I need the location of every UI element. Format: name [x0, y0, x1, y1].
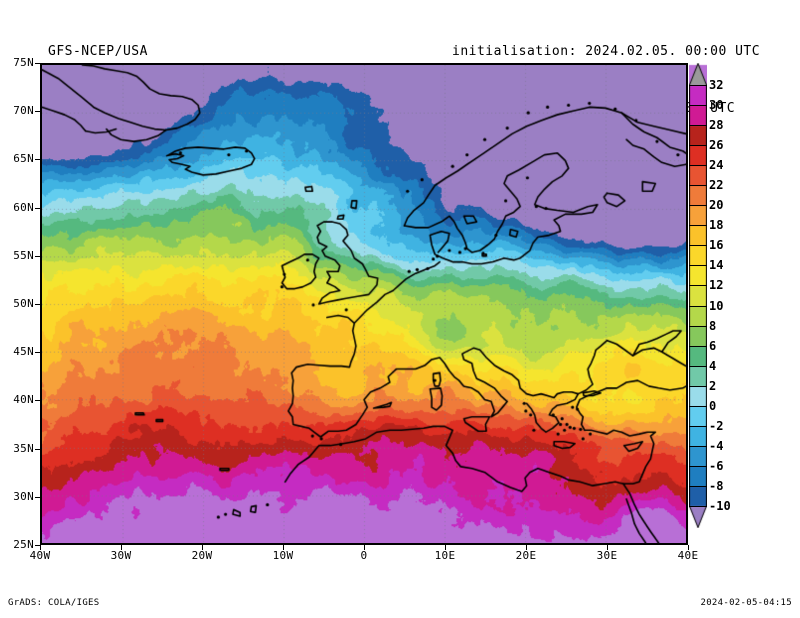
colorbar-tick-label: 0	[709, 398, 717, 413]
colorbar-tick-label: 16	[709, 238, 724, 253]
x-axis-tick-label: 10E	[434, 549, 456, 562]
colorbar-tick-label: 30	[709, 98, 724, 113]
x-axis-tick-mark	[283, 545, 284, 550]
colorbar-tick-label: 4	[709, 358, 717, 373]
x-axis-tick-mark	[526, 545, 527, 550]
x-axis-tick-label: 30E	[596, 549, 618, 562]
y-axis-tick-label: 55N	[13, 248, 34, 262]
y-axis-tick-label: 35N	[13, 441, 34, 455]
initialisation-time: initialisation: 2024.02.05. 00:00 UTC	[452, 44, 761, 59]
y-axis-tick-label: 25N	[13, 538, 34, 551]
colorbar-tick-mark	[689, 365, 707, 367]
y-axis-tick-mark	[35, 63, 40, 64]
x-axis-tick-mark	[607, 545, 608, 550]
y-axis-tick-label: 70N	[13, 104, 34, 118]
colorbar-tick-mark	[689, 85, 707, 86]
colorbar-tick-mark	[689, 345, 707, 347]
x-axis-tick-mark	[40, 545, 41, 550]
map-plot-area	[40, 63, 688, 545]
temperature-map-canvas	[42, 65, 686, 543]
x-axis-tick-label: 10W	[272, 549, 294, 562]
model-title: GFS-NCEP/USA	[48, 44, 148, 59]
y-axis-tick-mark	[35, 207, 40, 209]
y-axis-tick-label: 60N	[13, 200, 34, 214]
colorbar-tick-mark	[689, 105, 707, 107]
y-axis-tick-label: 40N	[13, 393, 34, 407]
y-axis-tick-mark	[35, 159, 40, 161]
colorbar-tick-mark	[689, 245, 707, 247]
colorbar-tick-label: -10	[709, 499, 731, 513]
colorbar-tick-mark	[689, 165, 707, 167]
y-axis-tick-mark	[35, 111, 40, 113]
x-axis-tick-label: 20E	[515, 549, 537, 562]
y-axis-tick-mark	[35, 352, 40, 354]
colorbar-tick-label: -2	[709, 418, 724, 433]
colorbar-tick-mark	[689, 125, 707, 127]
colorbar-tick-mark	[689, 485, 707, 487]
colorbar-tick-label: 10	[709, 298, 724, 313]
colorbar-tick-label: -6	[709, 458, 724, 473]
colorbar-tick-label: 20	[709, 198, 724, 213]
colorbar-tick-mark	[689, 405, 707, 407]
colorbar-tick-label: -8	[709, 478, 724, 493]
y-axis-tick-mark	[35, 448, 40, 450]
x-axis-tick-mark	[364, 545, 365, 550]
colorbar-tick-label: 2	[709, 378, 717, 393]
colorbar-tick-mark	[689, 285, 707, 287]
footer-timestamp: 2024-02-05-04:15	[700, 598, 792, 608]
colorbar-tick-label: 8	[709, 318, 717, 333]
x-axis-tick-mark	[688, 545, 689, 550]
colorbar-tick-mark	[689, 205, 707, 207]
x-axis-tick-label: 20W	[191, 549, 213, 562]
colorbar-canvas	[689, 63, 707, 528]
colorbar-tick-label: 28	[709, 118, 724, 133]
y-axis-tick-label: 50N	[13, 297, 34, 310]
y-axis-tick-label: 30N	[13, 489, 34, 503]
y-axis-tick-label: 45N	[13, 345, 34, 359]
x-axis-tick-mark	[202, 545, 203, 550]
y-axis-tick-label: 75N	[13, 56, 34, 69]
x-axis-tick-mark	[121, 545, 122, 550]
colorbar-tick-mark	[689, 225, 707, 227]
colorbar-tick-mark	[689, 506, 707, 507]
temperature-colorbar	[689, 63, 707, 528]
x-axis-tick-label: 0	[360, 549, 368, 562]
colorbar-tick-mark	[689, 305, 707, 307]
colorbar-tick-label: 24	[709, 158, 724, 173]
colorbar-tick-mark	[689, 385, 707, 387]
y-axis-tick-mark	[35, 545, 40, 546]
colorbar-tick-mark	[689, 185, 707, 187]
colorbar-tick-label: 26	[709, 138, 724, 153]
colorbar-tick-mark	[689, 445, 707, 447]
colorbar-tick-mark	[689, 145, 707, 147]
colorbar-tick-label: 6	[709, 338, 717, 353]
colorbar-tick-label: 32	[709, 78, 724, 92]
colorbar-tick-label: -4	[709, 438, 724, 453]
y-axis-tick-mark	[35, 255, 40, 257]
colorbar-tick-mark	[689, 325, 707, 327]
y-axis-tick-mark	[35, 400, 40, 402]
footer-software-credit: GrADS: COLA/IGES	[8, 598, 100, 608]
colorbar-tick-mark	[689, 265, 707, 267]
y-axis-tick-mark	[35, 304, 40, 305]
colorbar-tick-mark	[689, 425, 707, 427]
colorbar-tick-mark	[689, 465, 707, 467]
x-axis-tick-label: 40E	[677, 549, 699, 562]
y-axis-tick-label: 65N	[13, 152, 34, 166]
y-axis-tick-mark	[35, 496, 40, 498]
colorbar-tick-label: 12	[709, 278, 724, 293]
x-axis-tick-label: 40W	[29, 549, 51, 562]
colorbar-tick-label: 14	[709, 258, 724, 273]
colorbar-tick-label: 18	[709, 218, 724, 233]
colorbar-tick-label: 22	[709, 178, 724, 193]
x-axis-tick-label: 30W	[110, 549, 132, 562]
x-axis-tick-mark	[445, 545, 446, 550]
